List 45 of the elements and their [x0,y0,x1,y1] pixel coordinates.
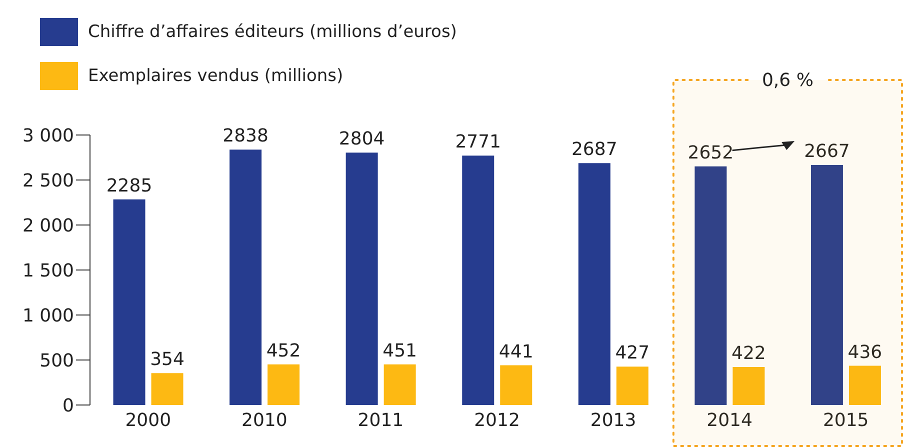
bar [616,366,648,405]
y-tick-label: 2 000 [22,215,74,236]
data-label: 354 [150,349,184,370]
data-label: 2804 [338,128,385,150]
y-tick-label: 3 000 [22,125,74,146]
x-tick-label: 2011 [358,410,404,431]
data-label: 436 [848,342,882,363]
y-tick-label: 2 500 [22,170,74,192]
data-label: 427 [615,342,650,364]
x-tick-label: 2010 [242,410,288,431]
data-label: 2285 [106,175,152,196]
band-label: 0,6 % [762,70,814,91]
bar [694,166,727,405]
bar [462,156,494,405]
bar [732,367,765,405]
bar [346,152,378,405]
bar [384,364,416,405]
x-tick-label: 2000 [125,410,172,431]
bar [113,199,146,405]
data-label: 2771 [455,132,502,153]
bar [578,163,610,405]
legend-label: Chiffre d’affaires éditeurs (millions d’euros) [88,22,457,42]
data-label: 2687 [571,139,618,160]
x-tick-label: 2012 [474,410,520,431]
y-tick-label: 0 [62,395,74,416]
x-tick-label: 2014 [706,410,752,431]
bar [848,366,881,405]
bar [268,364,300,405]
x-tick-label: 2015 [822,410,869,431]
data-label: 441 [498,341,534,362]
bar [500,365,532,405]
data-label: 2667 [804,140,850,162]
data-label: 2652 [688,142,734,164]
y-tick-label: 1 000 [22,305,74,326]
legend-label: Exemplaires vendus (millions) [88,66,344,86]
data-label: 2838 [222,126,268,147]
bar [810,164,843,405]
data-label: 422 [732,343,766,364]
x-tick-label: 2013 [590,410,636,431]
data-label: 452 [266,340,301,362]
data-label: 451 [382,340,418,362]
bar [151,373,184,405]
y-tick-label: 500 [40,350,74,372]
bar [230,150,262,405]
y-tick-label: 1 500 [22,260,74,282]
